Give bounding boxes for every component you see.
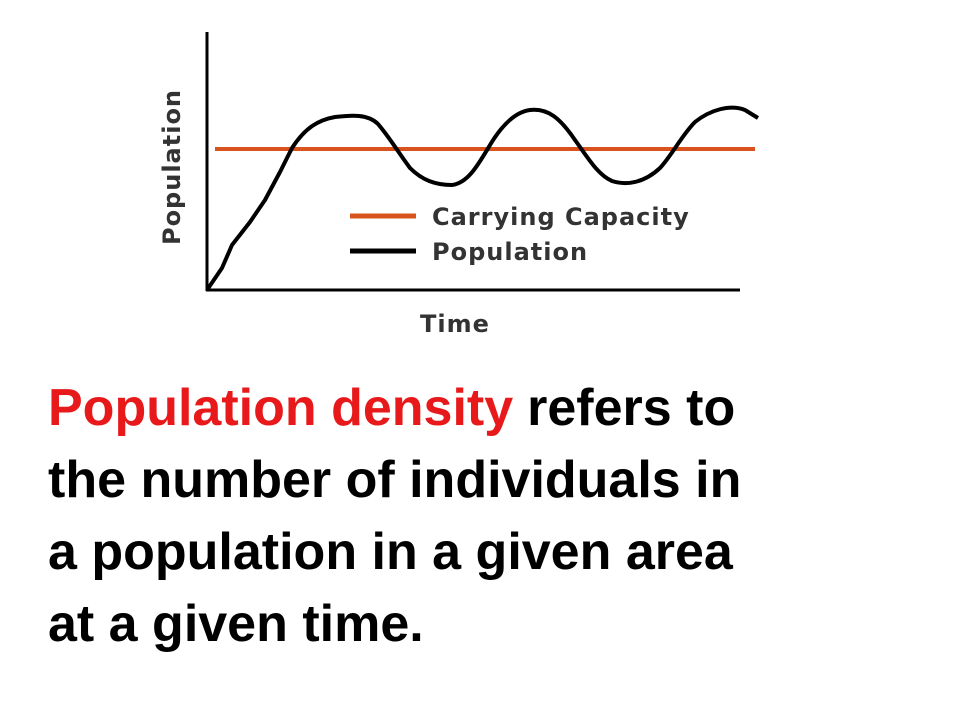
body-text: Population density refers to the number o… [48, 372, 741, 660]
population-curve [205, 105, 760, 292]
text: refers to [527, 379, 736, 437]
highlight: Population density [48, 379, 514, 437]
text-line: at a given time. [48, 595, 424, 653]
legend-label: Population [432, 238, 588, 266]
text-line: the number of individuals in [48, 451, 742, 509]
legend-label: Carrying Capacity [432, 203, 690, 231]
chart: Carrying Capacity Population Time Popula… [158, 32, 760, 338]
y-axis-label: Population [158, 89, 186, 245]
text-line: a population in a given area [48, 523, 733, 581]
text-line: Population density refers to [48, 372, 741, 444]
x-axis-label: Time [420, 310, 490, 338]
